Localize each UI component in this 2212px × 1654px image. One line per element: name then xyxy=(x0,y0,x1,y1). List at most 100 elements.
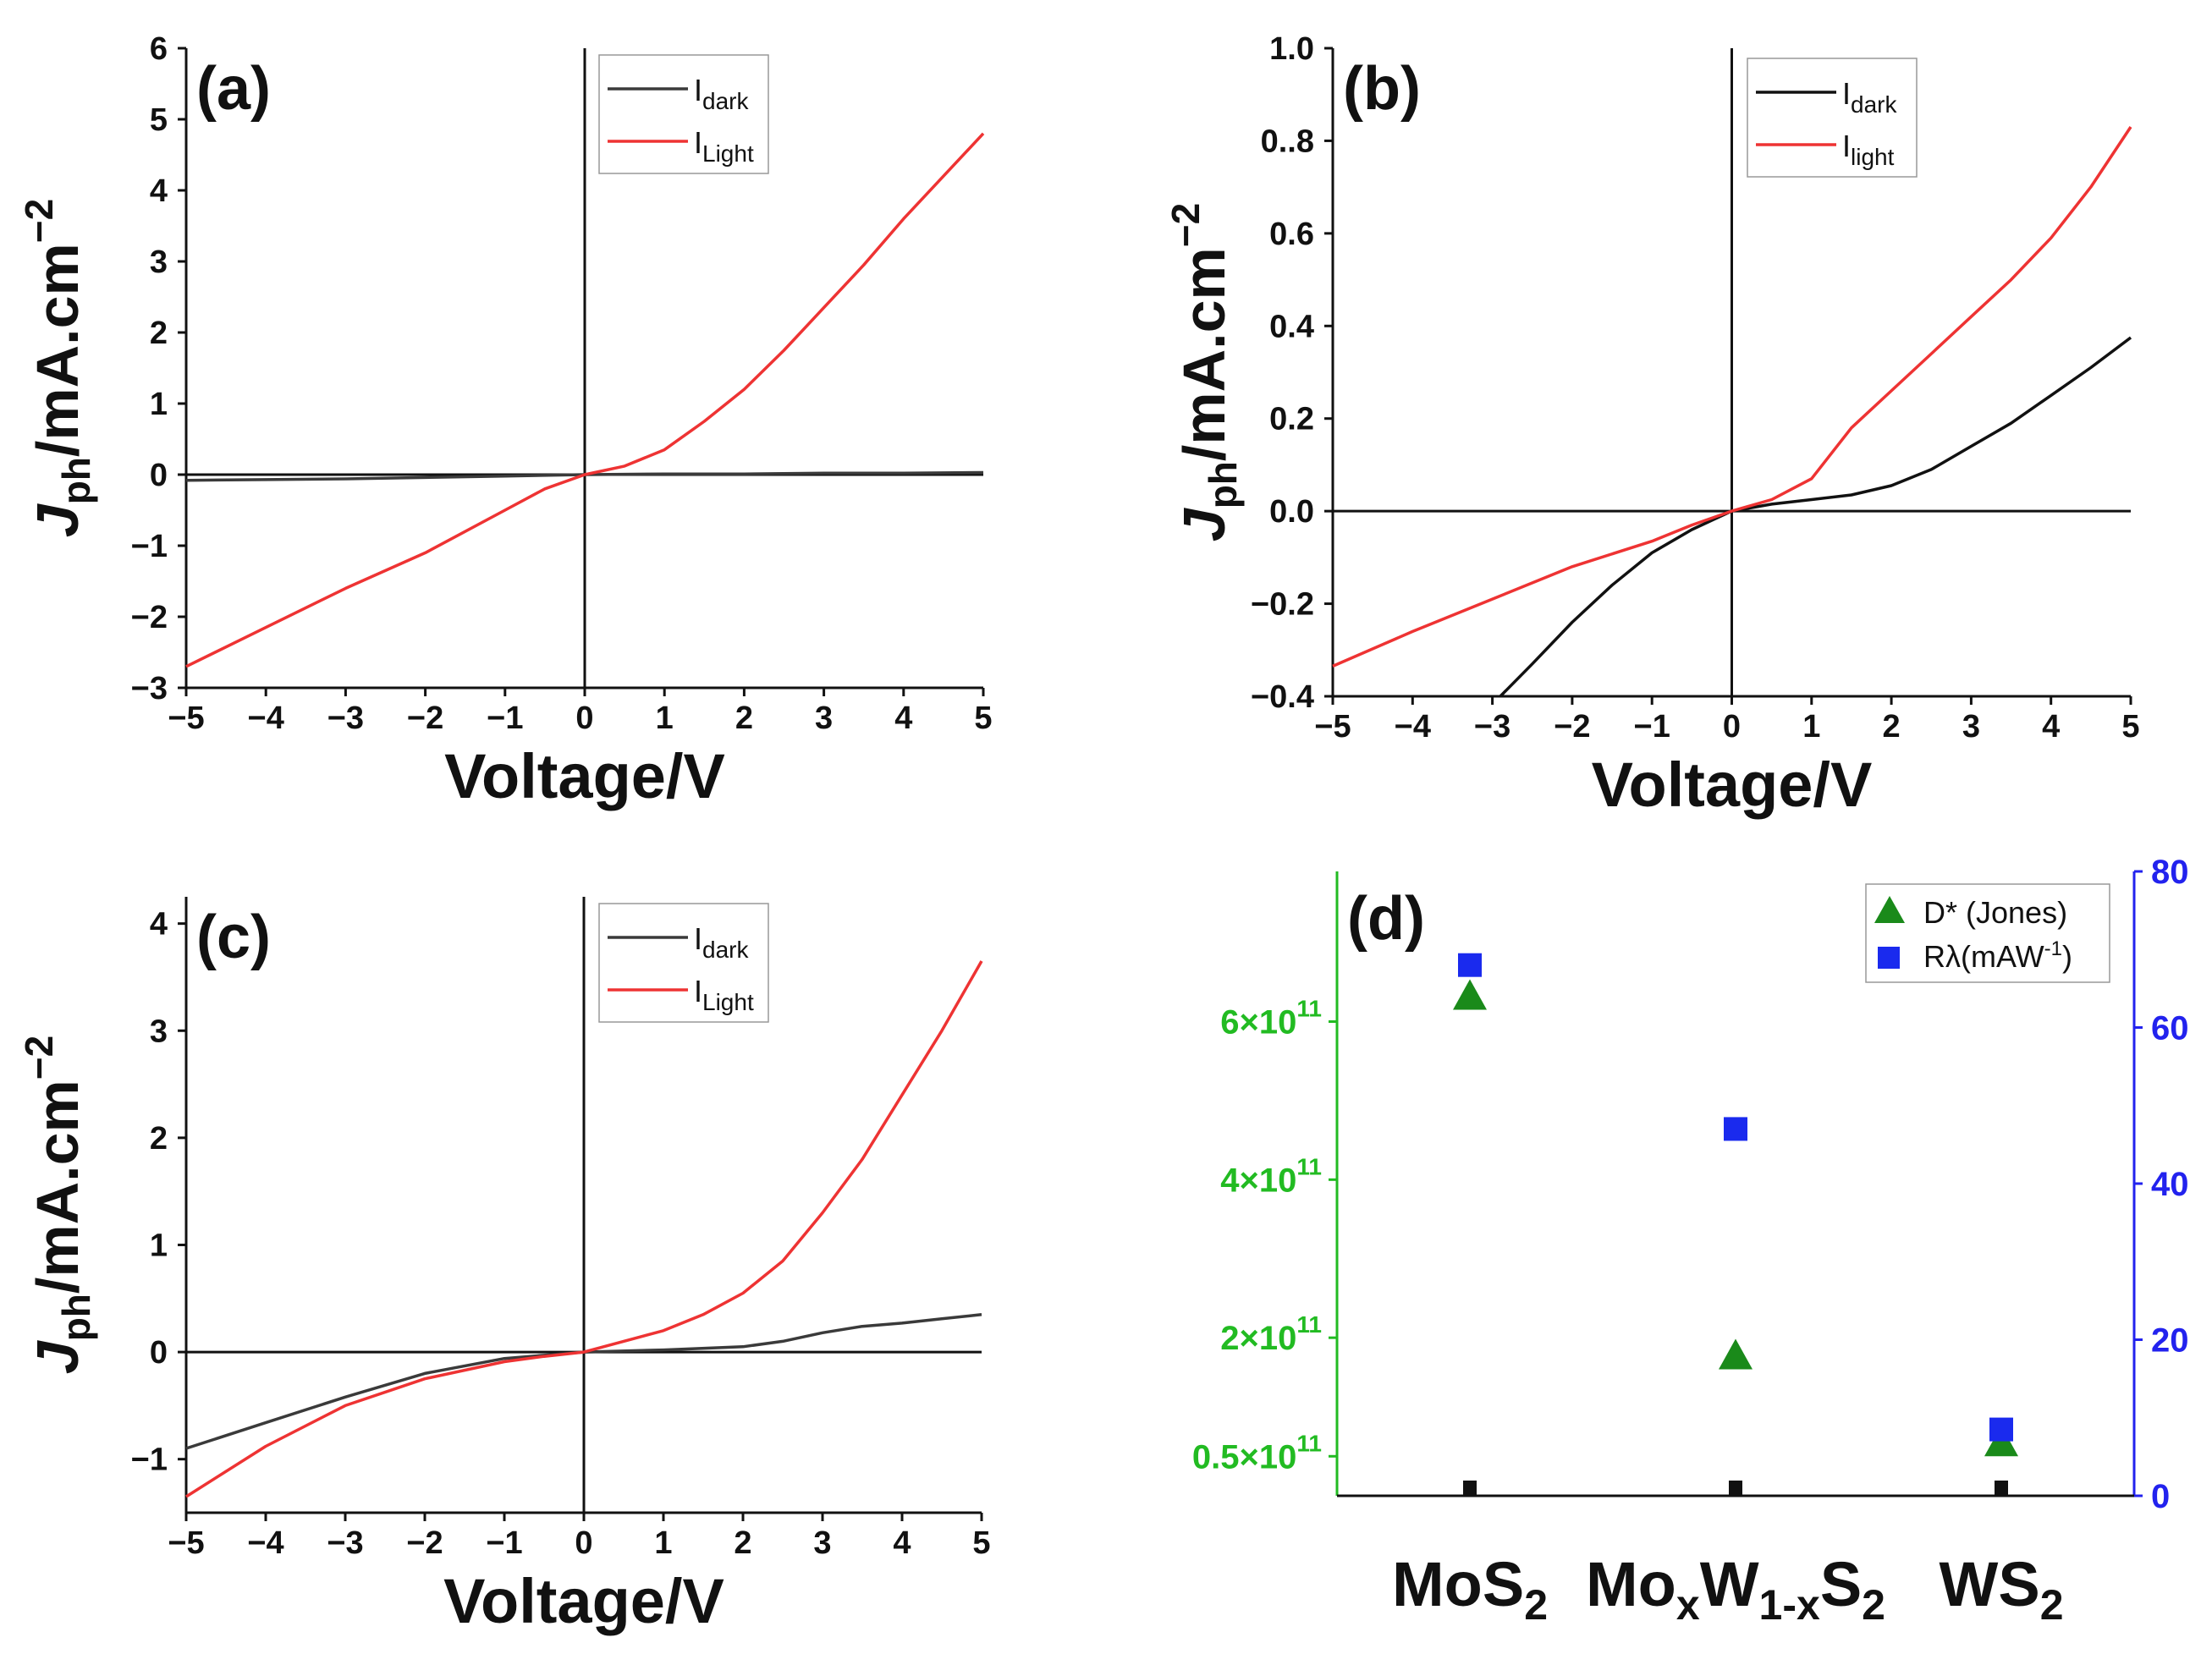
x-tick-label: −4 xyxy=(248,701,284,736)
series-line-ILight xyxy=(185,960,983,1498)
legend-label: Idark xyxy=(694,73,749,114)
y-tick-label: 0 xyxy=(150,1335,168,1371)
category-label-part: WS xyxy=(1939,1549,2039,1619)
y-tick-label: 4 xyxy=(150,173,168,209)
responsivity-point xyxy=(1458,953,1482,977)
category-label-part: 2 xyxy=(2040,1581,2064,1629)
tick-mantissa: 4×10 xyxy=(1220,1162,1296,1199)
y-tick-label: 3 xyxy=(150,245,168,280)
y-tick-label: 1.0 xyxy=(1269,31,1314,67)
legend-main: I xyxy=(694,974,702,1008)
legend-box xyxy=(598,903,769,1023)
category-label: MoS2 xyxy=(1392,1549,1548,1629)
responsivity-point xyxy=(1989,1417,2013,1442)
x-tick-label: 0 xyxy=(1723,709,1741,745)
y-tick-label: 2 xyxy=(150,1121,168,1157)
y-tick-label: 0.6 xyxy=(1269,217,1314,252)
x-tick-label: 1 xyxy=(656,701,674,736)
legend-main: I xyxy=(1842,129,1851,163)
y-tick-label: 0..8 xyxy=(1261,124,1314,159)
right-y-tick-label: 0 xyxy=(2151,1478,2170,1515)
y-tick-label: 4 xyxy=(150,907,168,942)
left-y-tick-label: 2×1011 xyxy=(1220,1311,1322,1357)
y-label-sub: ph xyxy=(54,457,98,504)
legend-sub: dark xyxy=(702,88,749,114)
left-y-tick-label: 4×1011 xyxy=(1220,1153,1322,1199)
y-tick-label: 2 xyxy=(150,316,168,351)
y-tick-label: 0.4 xyxy=(1269,309,1314,344)
x-tick-label: −2 xyxy=(406,1525,443,1561)
y-tick-label: 6 xyxy=(150,31,168,67)
x-tick-label: −5 xyxy=(1314,709,1351,745)
x-tick-label: −1 xyxy=(1634,709,1670,745)
legend-label-tail: ) xyxy=(2062,939,2072,974)
x-tick-label: 4 xyxy=(893,1525,911,1561)
y-axis-label: Jph/mA.cm−2 xyxy=(17,199,98,537)
x-tick-label: 0 xyxy=(575,701,593,736)
tick-exponent: 11 xyxy=(1296,1311,1322,1338)
y-label-rest: /mA.cm xyxy=(25,1080,91,1294)
legend-square-swatch xyxy=(1878,947,1900,969)
y-tick-label: −2 xyxy=(131,600,168,635)
x-tick-label: 2 xyxy=(734,1525,751,1561)
legend-main: I xyxy=(1842,76,1851,111)
tick-exponent: 11 xyxy=(1296,995,1322,1021)
x-axis-label: Voltage/V xyxy=(1592,750,1873,820)
legend-label-main: D* (Jones) xyxy=(1923,895,2067,930)
category-tick-mark xyxy=(1463,1481,1477,1496)
category-label-part: MoS xyxy=(1392,1549,1524,1619)
right-y-tick-label: 80 xyxy=(2151,854,2189,891)
y-tick-label: 1 xyxy=(150,387,168,422)
y-tick-label: 0.0 xyxy=(1269,494,1314,530)
x-tick-label: −3 xyxy=(1474,709,1510,745)
x-tick-label: −1 xyxy=(487,701,523,736)
x-tick-label: −3 xyxy=(327,1525,363,1561)
legend-sub: Light xyxy=(702,140,754,167)
series-line-Idark xyxy=(185,1313,982,1450)
legend-sub: light xyxy=(1851,144,1895,170)
tick-mantissa: 6×10 xyxy=(1220,1003,1296,1041)
x-tick-label: 4 xyxy=(894,701,912,736)
legend: D* (Jones) Rλ(mAW-1) xyxy=(1865,883,2110,983)
y-tick-label: 5 xyxy=(150,102,168,138)
x-axis-label: Voltage/V xyxy=(444,741,725,811)
legend-sub: dark xyxy=(1851,91,1897,118)
legend-label: ILight xyxy=(694,125,754,167)
legend-box xyxy=(1747,58,1918,178)
tick-exponent: 11 xyxy=(1296,1430,1322,1456)
x-tick-label: 1 xyxy=(654,1525,672,1561)
x-tick-label: 5 xyxy=(2121,709,2139,745)
x-tick-label: −3 xyxy=(327,701,364,736)
responsivity-point xyxy=(1724,1117,1747,1141)
category-label-part: 2 xyxy=(1862,1581,1885,1629)
legend-label: Rλ(mAW-1) xyxy=(1923,937,2072,974)
tick-mantissa: 2×10 xyxy=(1220,1320,1296,1357)
y-label-sup: −2 xyxy=(17,1036,61,1080)
x-tick-label: −4 xyxy=(1395,709,1431,745)
tick-mantissa: 0.5×10 xyxy=(1192,1438,1296,1475)
x-tick-label: −4 xyxy=(247,1525,283,1561)
x-tick-label: 3 xyxy=(813,1525,831,1561)
y-tick-label: −1 xyxy=(131,529,168,564)
legend-main: I xyxy=(694,73,702,107)
x-tick-label: 0 xyxy=(575,1525,592,1561)
legend-label: Idark xyxy=(1842,76,1897,118)
panel-label: (a) xyxy=(196,55,271,123)
tick-exponent: 11 xyxy=(1296,1153,1322,1179)
x-tick-label: −2 xyxy=(407,701,443,736)
legend-main: I xyxy=(694,125,702,160)
y-tick-label: −3 xyxy=(131,671,168,706)
x-axis-label: Voltage/V xyxy=(443,1566,724,1636)
series-line-ILight xyxy=(185,132,985,668)
legend-box xyxy=(1865,883,2110,983)
y-tick-label: 0.2 xyxy=(1269,402,1314,437)
x-tick-label: 1 xyxy=(1802,709,1820,745)
y-label-rest: /mA.cm xyxy=(25,243,91,457)
category-label: MoxW1-xS2 xyxy=(1586,1549,1885,1629)
legend-sub: dark xyxy=(702,937,749,963)
category-label-part: 2 xyxy=(1524,1581,1548,1629)
